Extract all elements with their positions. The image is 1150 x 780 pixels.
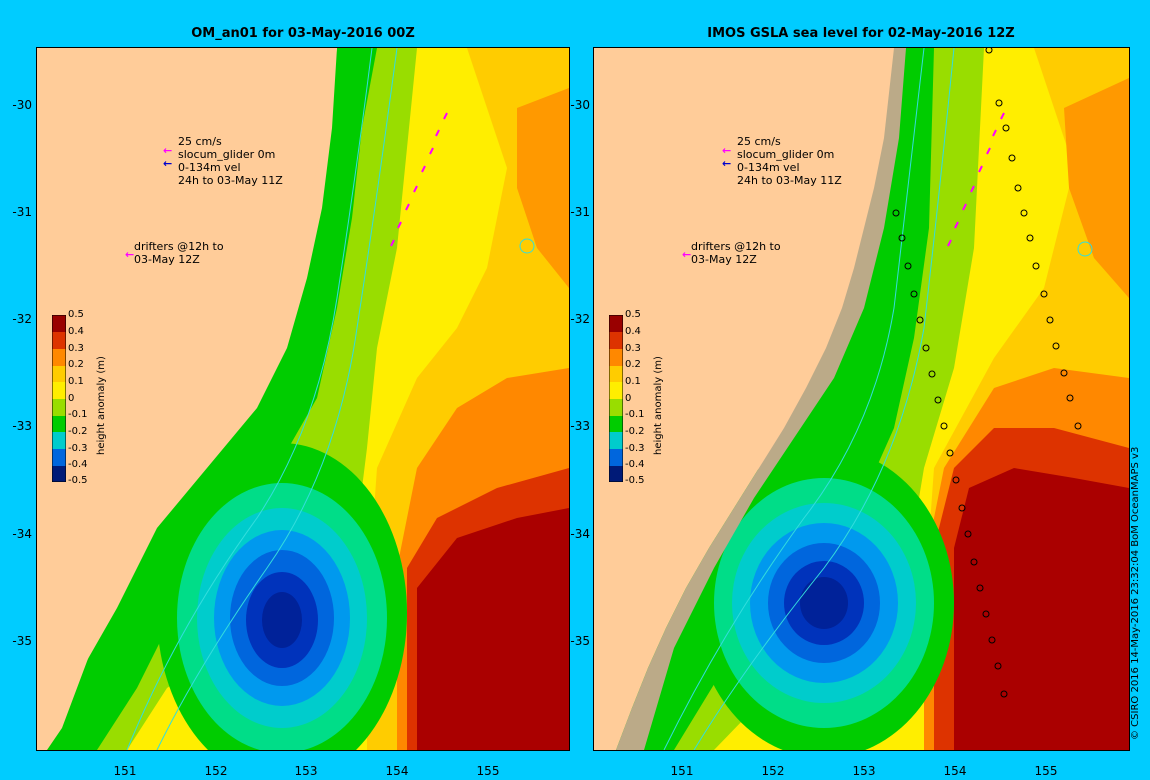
colorbar-tick: 0.3 xyxy=(625,343,641,354)
colorbar-tick: -0.1 xyxy=(625,409,645,420)
x-tick-label-right: 152 xyxy=(761,764,785,778)
eddy-core xyxy=(262,592,302,648)
magenta-arrows xyxy=(947,112,1005,247)
isobath-contour xyxy=(156,48,398,750)
colorbar-tick: 0.1 xyxy=(68,376,84,387)
y-tick-label-right: -30 xyxy=(570,98,590,112)
colorbar-tick: 0.5 xyxy=(625,309,641,320)
x-tick-label: 154 xyxy=(385,764,409,778)
colorbar-tick: 0.2 xyxy=(625,359,641,370)
x-tick-label-right: 155 xyxy=(1034,764,1058,778)
left-map-svg xyxy=(37,48,569,750)
drifters-line2: 03-May 12Z xyxy=(691,253,757,266)
colorbar-tick: -0.3 xyxy=(68,443,88,454)
colorbar-title: height anomaly (m) xyxy=(96,356,107,455)
eddy-core xyxy=(800,577,848,629)
right-map-svg xyxy=(594,48,1129,750)
legend-scale: 25 cm/s xyxy=(178,135,222,148)
drifters-line2: 03-May 12Z xyxy=(134,253,200,266)
ocean-orange2 xyxy=(517,88,569,288)
drifters-legend: drifters @12h to 03-May 12Z xyxy=(134,240,224,266)
colorbar-right xyxy=(609,315,623,482)
arrow-magenta-icon: ← xyxy=(722,144,732,157)
velocity-legend-right: 25 cm/s slocum_glider 0m 0-134m vel 24h … xyxy=(737,135,842,187)
credit-text: © CSIRO 2016 14-May-2016 23:32:04 BoM Oc… xyxy=(1130,446,1141,740)
y-tick-label: -34 xyxy=(12,527,32,541)
arrow-magenta-icon: ← xyxy=(163,144,173,157)
colorbar-tick: -0.4 xyxy=(625,459,645,470)
y-tick-label: -30 xyxy=(12,98,32,112)
colorbar-tick: -0.3 xyxy=(625,443,645,454)
drifter-arrow-icon: ← xyxy=(125,248,135,261)
left-map-panel xyxy=(36,47,570,751)
y-tick-label-right: -31 xyxy=(570,205,590,219)
drifters-legend-right: drifters @12h to 03-May 12Z xyxy=(691,240,781,266)
x-tick-label: 152 xyxy=(204,764,228,778)
y-tick-label-right: -35 xyxy=(570,634,590,648)
drifters-line1: drifters @12h to xyxy=(134,240,224,253)
arrow-blue-icon: ← xyxy=(722,157,732,170)
drifters-line1: drifters @12h to xyxy=(691,240,781,253)
colorbar-tick: 0.1 xyxy=(625,376,641,387)
arrow-blue-icon: ← xyxy=(163,157,173,170)
colorbar-tick: -0.5 xyxy=(625,475,645,486)
legend-window: 24h to 03-May 11Z xyxy=(737,174,842,187)
legend-window: 24h to 03-May 11Z xyxy=(178,174,283,187)
land-mass xyxy=(37,48,337,750)
ocean-orange2 xyxy=(1064,78,1129,298)
left-map-title: OM_an01 for 03-May-2016 00Z xyxy=(191,26,415,41)
island-contour xyxy=(519,238,535,254)
colorbar-tick: 0.5 xyxy=(68,309,84,320)
colorbar-tick: 0 xyxy=(625,393,632,404)
colorbar-tick: -0.2 xyxy=(68,426,88,437)
y-tick-label-right: -34 xyxy=(570,527,590,541)
right-map-panel xyxy=(593,47,1130,751)
y-tick-label-right: -33 xyxy=(570,419,590,433)
colorbar-left xyxy=(52,315,66,482)
colorbar-tick: -0.2 xyxy=(625,426,645,437)
x-tick-label: 151 xyxy=(113,764,137,778)
right-map-title: IMOS GSLA sea level for 02-May-2016 12Z xyxy=(707,26,1015,41)
isobath-contour xyxy=(126,48,373,750)
legend-vel: 0-134m vel xyxy=(178,161,241,174)
colorbar-tick: 0.4 xyxy=(68,326,84,337)
track-dots xyxy=(892,48,1082,698)
ocean-darkred xyxy=(417,508,569,750)
colorbar-tick: -0.5 xyxy=(68,475,88,486)
y-tick-label: -31 xyxy=(12,205,32,219)
land-mass xyxy=(594,48,894,750)
x-tick-label: 155 xyxy=(476,764,500,778)
colorbar-tick: -0.4 xyxy=(68,459,88,470)
y-tick-label: -35 xyxy=(12,634,32,648)
legend-vel: 0-134m vel xyxy=(737,161,800,174)
legend-scale: 25 cm/s xyxy=(737,135,781,148)
colorbar-tick: -0.1 xyxy=(68,409,88,420)
y-tick-label: -33 xyxy=(12,419,32,433)
x-tick-label-right: 154 xyxy=(943,764,967,778)
colorbar-title: height anomaly (m) xyxy=(653,356,664,455)
isobath-contour xyxy=(663,48,925,750)
x-tick-label: 153 xyxy=(294,764,318,778)
velocity-legend: 25 cm/s slocum_glider 0m 0-134m vel 24h … xyxy=(178,135,283,187)
isobath-contour xyxy=(693,48,955,750)
shelf-band xyxy=(616,48,906,750)
colorbar-tick: 0.2 xyxy=(68,359,84,370)
magenta-arrows xyxy=(390,112,448,247)
legend-glider: slocum_glider 0m xyxy=(178,148,276,161)
colorbar-tick: 0.3 xyxy=(68,343,84,354)
y-tick-label-right: -32 xyxy=(570,312,590,326)
ocean-darkred xyxy=(954,468,1129,750)
x-tick-label-right: 151 xyxy=(670,764,694,778)
legend-glider: slocum_glider 0m xyxy=(737,148,835,161)
drifter-arrow-icon: ← xyxy=(682,248,692,261)
island-contour xyxy=(1077,241,1093,257)
y-tick-label: -32 xyxy=(12,312,32,326)
x-tick-label-right: 153 xyxy=(852,764,876,778)
colorbar-tick: 0 xyxy=(68,393,75,404)
colorbar-tick: 0.4 xyxy=(625,326,641,337)
